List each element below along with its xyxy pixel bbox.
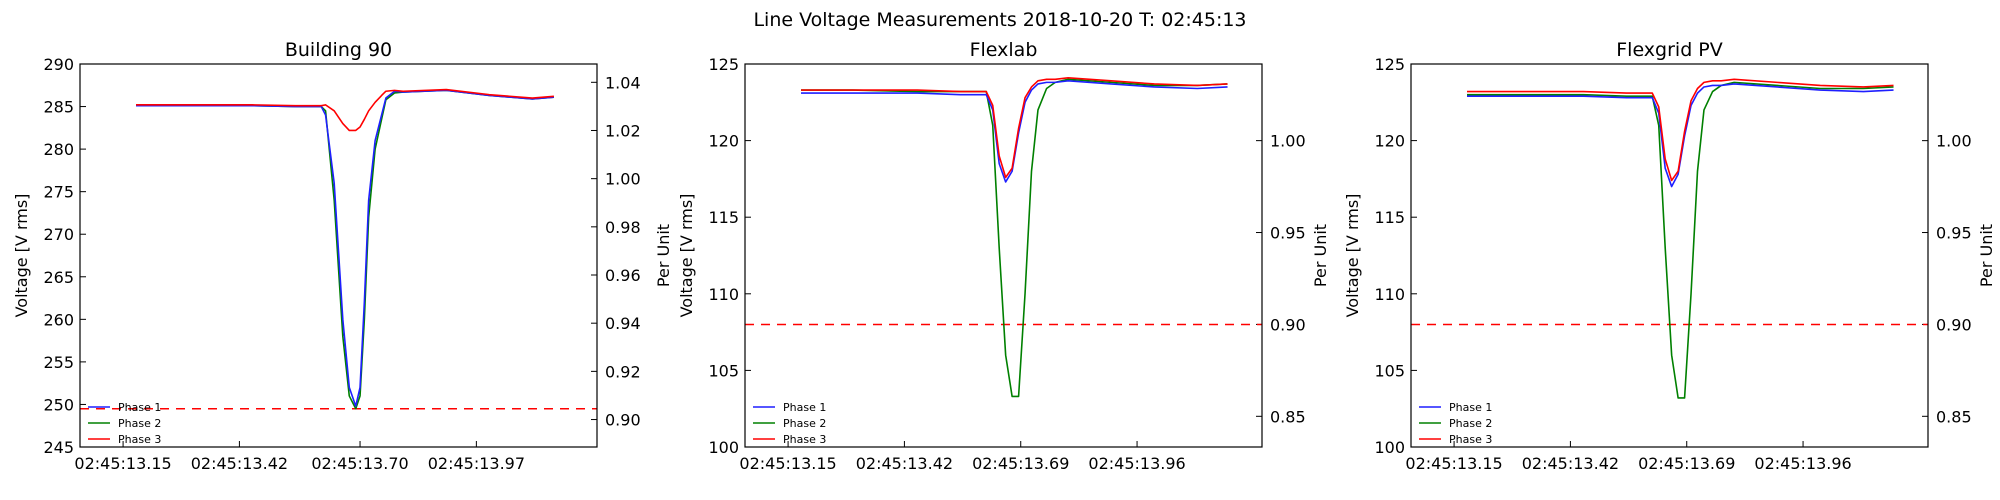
legend-label: Phase 3: [783, 433, 826, 446]
chart-panel-flexlab: Flexlab Voltage [V rms] Per Unit 100 105 110 1…: [677, 39, 1330, 473]
y-tick-label: 290: [43, 55, 74, 74]
y-axis-label: Voltage [V rms]: [1343, 194, 1362, 318]
y-tick-label: 280: [43, 140, 74, 159]
y2-tick-label: 1.00: [605, 170, 641, 189]
y2-tick-label: 1.04: [605, 73, 641, 92]
y-tick-label: 110: [1374, 285, 1405, 304]
x-tick-label: 02:45:13.69: [1638, 454, 1735, 473]
y2-tick-label: 0.95: [1936, 224, 1972, 243]
y-tick-label: 260: [43, 310, 74, 329]
y2-tick-label: 0.92: [605, 362, 641, 381]
chart-panel-flexgrid-pv: Flexgrid PV Voltage [V rms] Per Unit 100 105…: [1343, 39, 1996, 473]
x-tick-label: 02:45:13.69: [972, 454, 1069, 473]
series-line-phase-3: [1467, 78, 1894, 182]
legend-label: Phase 2: [1449, 417, 1492, 430]
y2-tick-label: 0.85: [1270, 407, 1306, 426]
legend-label: Phase 1: [783, 401, 826, 414]
y2-axis-label: Per Unit: [1311, 224, 1330, 287]
y2-axis-label: Per Unit: [654, 224, 673, 287]
x-tick-label: 02:45:13.42: [1522, 454, 1619, 473]
chart-panel-building-90: Building 90 Voltage [V rms] Per Unit 245 250…: [12, 39, 673, 473]
y2-tick-label: 0.95: [1270, 224, 1306, 243]
x-tick-label: 02:45:13.42: [191, 454, 288, 473]
legend: Phase 1 Phase 2 Phase 3: [88, 401, 161, 446]
legend-label: Phase 3: [1449, 433, 1492, 446]
y-tick-label: 250: [43, 395, 74, 414]
y-tick-label: 110: [708, 285, 739, 304]
legend-label: Phase 3: [118, 433, 161, 446]
y-tick-label: 115: [708, 208, 739, 227]
panel-title: Flexlab: [970, 39, 1038, 61]
legend: Phase 1 Phase 2 Phase 3: [753, 401, 826, 446]
x-tick-label: 02:45:13.96: [1754, 454, 1851, 473]
y-tick-label: 100: [708, 438, 739, 457]
y-tick-label: 270: [43, 225, 74, 244]
plot-frame: [1410, 63, 1929, 448]
y-tick-label: 125: [708, 55, 739, 74]
legend-label: Phase 1: [118, 401, 161, 414]
x-tick-label: 02:45:13.70: [311, 454, 408, 473]
x-tick-label: 02:45:13.42: [856, 454, 953, 473]
x-tick-label: 02:45:13.97: [428, 454, 525, 473]
x-tick-label: 02:45:13.15: [1405, 454, 1502, 473]
x-tick-label: 02:45:13.15: [739, 454, 836, 473]
x-tick-label: 02:45:13.96: [1088, 454, 1185, 473]
y2-axis-label: Per Unit: [1977, 224, 1996, 287]
series-line-phase-3: [136, 88, 554, 132]
plot-frame: [744, 63, 1263, 448]
figure-title: Line Voltage Measurements 2018-10-20 T: …: [753, 9, 1246, 31]
y-tick-label: 105: [1374, 361, 1405, 380]
y-tick-label: 275: [43, 183, 74, 202]
legend: Phase 1 Phase 2 Phase 3: [1419, 401, 1492, 446]
y2-tick-label: 0.85: [1936, 407, 1972, 426]
y-tick-label: 120: [708, 132, 739, 151]
y2-tick-label: 0.96: [605, 266, 641, 285]
y-tick-label: 105: [708, 361, 739, 380]
series-line-phase-1: [801, 80, 1228, 183]
series-line-phase-1: [1467, 83, 1894, 188]
y2-tick-label: 1.00: [1936, 132, 1972, 151]
y-tick-label: 100: [1374, 438, 1405, 457]
y-tick-label: 285: [43, 98, 74, 117]
series-line-phase-2: [801, 78, 1228, 398]
y2-tick-label: 0.90: [1936, 315, 1972, 334]
legend-label: Phase 1: [1449, 401, 1492, 414]
y2-tick-label: 0.90: [605, 411, 641, 430]
series-line-phase-2: [136, 89, 554, 410]
y-tick-label: 265: [43, 268, 74, 287]
plot-frame: [79, 63, 598, 448]
y-tick-label: 245: [43, 438, 74, 457]
y-axis-label: Voltage [V rms]: [12, 194, 31, 318]
y2-tick-label: 0.90: [1270, 315, 1306, 334]
series-line-phase-2: [1467, 81, 1894, 399]
y2-tick-label: 1.00: [1270, 132, 1306, 151]
y-tick-label: 120: [1374, 132, 1405, 151]
legend-label: Phase 2: [118, 417, 161, 430]
legend-label: Phase 2: [783, 417, 826, 430]
y-tick-label: 115: [1374, 208, 1405, 227]
series-line-phase-1: [136, 89, 554, 407]
y-tick-label: 125: [1374, 55, 1405, 74]
panel-title: Building 90: [285, 39, 392, 61]
panel-title: Flexgrid PV: [1616, 39, 1723, 61]
y2-tick-label: 1.02: [605, 121, 641, 140]
y2-tick-label: 0.98: [605, 218, 641, 237]
x-tick-label: 02:45:13.15: [74, 454, 171, 473]
series-line-phase-3: [801, 76, 1228, 179]
y-axis-label: Voltage [V rms]: [677, 194, 696, 318]
y2-tick-label: 0.94: [605, 314, 641, 333]
y-tick-label: 255: [43, 353, 74, 372]
